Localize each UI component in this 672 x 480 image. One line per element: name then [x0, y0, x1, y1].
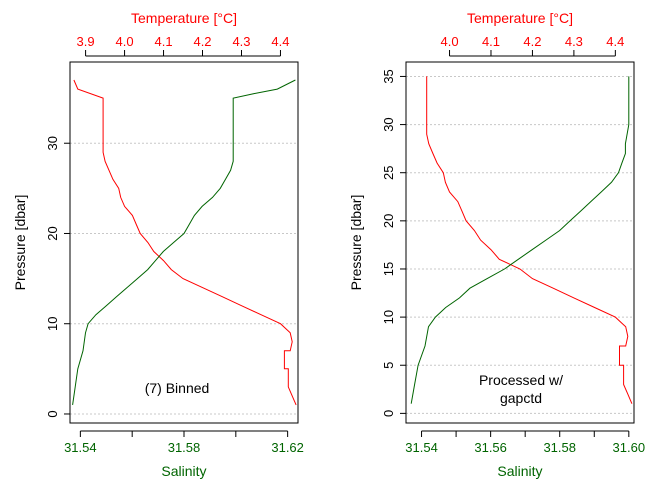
- panel-2-salinity-line: [410, 76, 630, 404]
- panel-1-top-tick-label: 4.4: [271, 34, 289, 49]
- panel-2-bottom-axis-label: Salinity: [497, 463, 542, 479]
- panel-1-salinity-line: [72, 79, 296, 405]
- panel-1-top-tick-label: 4.2: [193, 34, 211, 49]
- panel-2-top-tick-label: 4.4: [606, 34, 624, 49]
- panel-1-plot-frame: [69, 61, 299, 424]
- panel-2-y-tick-label: 5: [381, 362, 396, 369]
- panel-2-y-tick-label: 25: [381, 165, 396, 179]
- panel-2-y-tick-label: 15: [381, 262, 396, 276]
- panel-2-annotation: gapctd: [500, 390, 542, 406]
- panel-1-bottom-tick-label: 31.54: [64, 440, 97, 455]
- panel-1-top-tick-label: 4.3: [232, 34, 250, 49]
- panel-2-bottom-tick-label: 31.56: [474, 440, 507, 455]
- panel-2-top-axis-label: Temperature [°C]: [467, 10, 573, 26]
- panel-1-y-tick-label: 20: [45, 226, 60, 240]
- panel-2-y-axis-label: Pressure [dbar]: [348, 195, 364, 291]
- panel-1-bottom-tick-label: 31.58: [168, 440, 201, 455]
- panel-1-annotation: (7) Binned: [145, 380, 210, 396]
- panel-1-bottom-tick-label: 31.62: [271, 440, 304, 455]
- panel-2-y-tick-label: 20: [381, 214, 396, 228]
- panel-1-top-tick-label: 4.1: [154, 34, 172, 49]
- panel-1-top-axis-label: Temperature [°C]: [131, 10, 237, 26]
- panel-1-top-tick-label: 3.9: [77, 34, 95, 49]
- panel-2-bottom-tick-label: 31.60: [613, 440, 646, 455]
- panel-2-annotation: Processed w/: [479, 372, 563, 388]
- panel-1-y-tick-label: 10: [45, 316, 60, 330]
- panel-2-top-tick-label: 4.1: [482, 34, 500, 49]
- panel-1-bottom-axis-label: Salinity: [161, 463, 206, 479]
- panel-1-y-axis-label: Pressure [dbar]: [12, 195, 28, 291]
- panel-2-top-tick-label: 4.0: [440, 34, 458, 49]
- panel-2-bottom-tick-label: 31.54: [405, 440, 438, 455]
- panel-1-y-tick-label: 30: [45, 136, 60, 150]
- panel-1-y-tick-label: 0: [45, 410, 60, 417]
- panel-2-y-tick-label: 0: [381, 410, 396, 417]
- panel-2-bottom-tick-label: 31.58: [543, 440, 576, 455]
- panel-2-top-tick-label: 4.2: [523, 34, 541, 49]
- panel-2-y-tick-label: 35: [381, 69, 396, 83]
- panel-1-top-tick-label: 4.0: [116, 34, 134, 49]
- panel-2-temperature-line: [426, 76, 633, 404]
- panel-2-plot-frame: [405, 61, 635, 424]
- panel-2-y-tick-label: 30: [381, 117, 396, 131]
- panel-2-y-tick-label: 10: [381, 310, 396, 324]
- panel-2-top-tick-label: 4.3: [565, 34, 583, 49]
- panel-1-temperature-line: [73, 79, 297, 406]
